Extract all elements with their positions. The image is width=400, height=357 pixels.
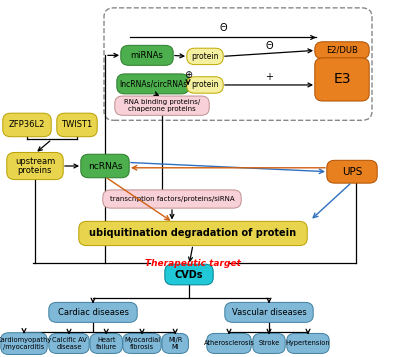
FancyBboxPatch shape bbox=[187, 77, 223, 93]
FancyBboxPatch shape bbox=[121, 45, 173, 65]
Text: TWIST1: TWIST1 bbox=[61, 120, 93, 130]
Text: Heart
failure: Heart failure bbox=[96, 337, 117, 350]
FancyBboxPatch shape bbox=[7, 152, 63, 180]
FancyBboxPatch shape bbox=[1, 333, 47, 355]
Text: Θ: Θ bbox=[265, 41, 273, 51]
Text: Atherosclerosis: Atherosclerosis bbox=[204, 341, 254, 346]
FancyBboxPatch shape bbox=[315, 58, 369, 101]
Text: miRNAs: miRNAs bbox=[130, 51, 164, 60]
FancyBboxPatch shape bbox=[90, 333, 122, 353]
FancyBboxPatch shape bbox=[225, 302, 313, 322]
Text: upstream
proteins: upstream proteins bbox=[15, 157, 55, 175]
Text: Vascular diseases: Vascular diseases bbox=[232, 308, 306, 317]
Text: Hypertension: Hypertension bbox=[286, 341, 330, 346]
FancyBboxPatch shape bbox=[187, 48, 223, 65]
Text: UPS: UPS bbox=[342, 167, 362, 177]
FancyBboxPatch shape bbox=[103, 190, 241, 208]
FancyBboxPatch shape bbox=[162, 333, 188, 353]
Text: Calcific AV
disease: Calcific AV disease bbox=[52, 337, 86, 350]
FancyBboxPatch shape bbox=[287, 333, 329, 353]
Text: ubiquitination degradation of protein: ubiquitination degradation of protein bbox=[90, 228, 296, 238]
Text: Cardiac diseases: Cardiac diseases bbox=[58, 308, 128, 317]
FancyBboxPatch shape bbox=[327, 160, 377, 183]
FancyBboxPatch shape bbox=[117, 74, 189, 94]
FancyBboxPatch shape bbox=[79, 221, 307, 246]
Text: ncRNAs: ncRNAs bbox=[88, 161, 122, 171]
Text: transcription factors/proteins/siRNA: transcription factors/proteins/siRNA bbox=[110, 196, 234, 202]
Text: E3: E3 bbox=[333, 72, 351, 86]
FancyBboxPatch shape bbox=[49, 333, 89, 353]
FancyBboxPatch shape bbox=[57, 113, 97, 137]
Text: Stroke: Stroke bbox=[258, 341, 280, 346]
Text: +: + bbox=[265, 72, 273, 82]
Text: MI/R
MI: MI/R MI bbox=[168, 337, 182, 350]
FancyBboxPatch shape bbox=[3, 113, 51, 137]
FancyBboxPatch shape bbox=[123, 333, 161, 353]
FancyBboxPatch shape bbox=[165, 264, 213, 285]
FancyBboxPatch shape bbox=[315, 42, 369, 59]
Text: protein: protein bbox=[191, 80, 219, 90]
FancyBboxPatch shape bbox=[49, 302, 137, 322]
FancyBboxPatch shape bbox=[115, 96, 209, 115]
Text: ⊕: ⊕ bbox=[184, 70, 192, 80]
FancyBboxPatch shape bbox=[207, 333, 251, 353]
Text: CVDs: CVDs bbox=[175, 270, 203, 280]
FancyBboxPatch shape bbox=[81, 154, 129, 178]
Text: Therapeutic target: Therapeutic target bbox=[145, 259, 241, 268]
Text: RNA binding proteins/
chaperone proteins: RNA binding proteins/ chaperone proteins bbox=[124, 99, 200, 112]
Text: E2/DUB: E2/DUB bbox=[326, 46, 358, 55]
Text: Θ: Θ bbox=[219, 23, 227, 33]
Text: protein: protein bbox=[191, 52, 219, 61]
Text: lncRNAs/circRNAs: lncRNAs/circRNAs bbox=[119, 79, 187, 89]
Text: ZFP36L2: ZFP36L2 bbox=[9, 120, 45, 130]
Text: Myocardial
fibrosis: Myocardial fibrosis bbox=[124, 337, 160, 350]
Text: Cardiomyopathy
/myocarditis: Cardiomyopathy /myocarditis bbox=[0, 337, 52, 350]
FancyBboxPatch shape bbox=[253, 333, 285, 353]
